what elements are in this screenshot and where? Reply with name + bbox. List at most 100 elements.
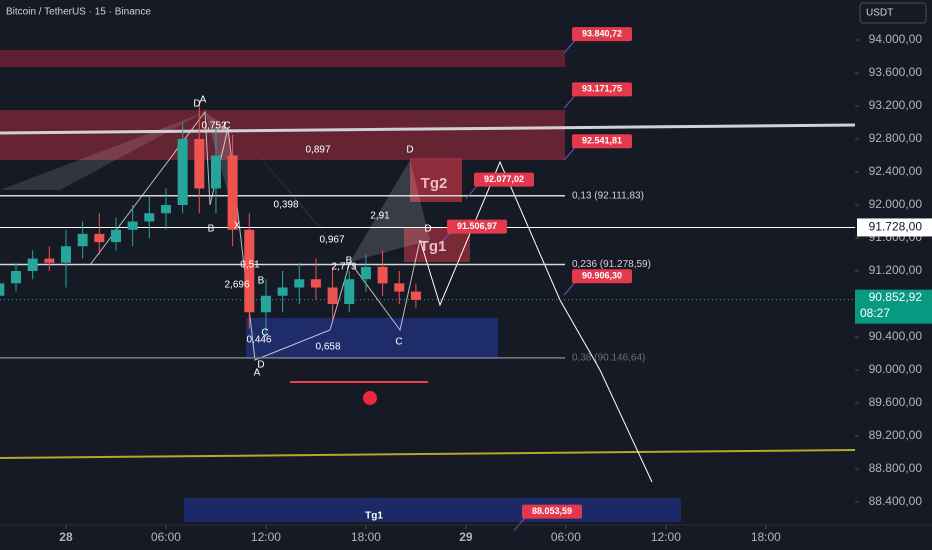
y-tick-label: 89.200,00 xyxy=(869,428,923,442)
tag-pointer xyxy=(513,516,527,531)
candle-body xyxy=(44,258,55,263)
tag-pointer xyxy=(465,184,479,199)
pattern-label: D xyxy=(193,99,200,110)
marker-dot xyxy=(363,391,377,405)
pattern-label: D xyxy=(406,145,413,156)
candle-body xyxy=(210,155,221,189)
fib-label: 0,236 (91.278,59) xyxy=(572,259,651,270)
pattern-label: B xyxy=(208,224,215,235)
pattern-label: B xyxy=(346,256,353,267)
target-label: Tg1 xyxy=(365,511,383,522)
x-tick-label: 12:00 xyxy=(651,530,681,544)
x-tick-label: 29 xyxy=(459,530,473,544)
pattern-label: B xyxy=(258,276,265,287)
y-tick-label: 88.400,00 xyxy=(869,494,923,508)
y-tick-label: 94.000,00 xyxy=(869,32,923,46)
level-axis-box xyxy=(857,218,932,237)
pattern-label: 2,696 xyxy=(224,280,249,291)
resistance-zone xyxy=(0,50,565,67)
tag-pointer xyxy=(563,145,577,161)
candle-body xyxy=(27,258,38,271)
fib-label: 0,38 (90.146,64) xyxy=(572,353,645,364)
tag-pointer xyxy=(563,280,577,296)
currency-box[interactable] xyxy=(859,2,927,24)
pattern-label: 0,658 xyxy=(315,342,340,353)
last-price-box xyxy=(855,289,932,324)
pattern-label: 0,897 xyxy=(305,145,330,156)
x-tick-label: 28 xyxy=(59,530,73,544)
currency[interactable]: USDT xyxy=(866,8,893,19)
pattern-label: 2,91 xyxy=(370,211,390,222)
candle-body xyxy=(160,205,171,214)
pattern-label: D xyxy=(257,360,264,371)
price-tag xyxy=(447,219,507,234)
candle-body xyxy=(327,287,338,304)
trend-line xyxy=(0,449,856,459)
resistance-zone xyxy=(0,110,565,160)
candle-body xyxy=(294,279,305,288)
last-price-label: 90.852,92 xyxy=(869,290,923,304)
candle-body xyxy=(227,155,238,230)
y-tick-label: 92.400,00 xyxy=(869,164,923,178)
price-tag xyxy=(572,269,632,284)
y-tick-label: 91.200,00 xyxy=(869,263,923,277)
y-axis-area xyxy=(855,0,932,550)
candle-body xyxy=(310,279,321,288)
candle-body xyxy=(410,291,421,300)
candle-body xyxy=(194,139,205,189)
pattern-shape xyxy=(350,160,430,262)
pattern-label: C xyxy=(395,337,402,348)
candle-body xyxy=(110,229,121,243)
y-tick-label: 93.600,00 xyxy=(869,65,923,79)
candle-body xyxy=(344,279,355,304)
pattern-label: 2,773 xyxy=(331,262,356,273)
pattern-label: 0,398 xyxy=(273,200,298,211)
x-tick-label: 06:00 xyxy=(551,530,581,544)
price-tag-label: 88.053,59 xyxy=(532,506,572,516)
target-zone xyxy=(184,498,681,522)
pattern-label: C xyxy=(223,121,230,132)
pattern-outline xyxy=(89,110,421,361)
trend-line xyxy=(0,123,856,135)
y-tick-label: 92.800,00 xyxy=(869,131,923,145)
price-tag xyxy=(572,82,632,97)
candle-body xyxy=(60,246,71,263)
price-tag xyxy=(572,27,632,42)
candle-body xyxy=(10,270,21,284)
candle-body xyxy=(260,295,271,313)
candle-body xyxy=(394,283,405,292)
x-tick-label: 12:00 xyxy=(251,530,281,544)
target-box xyxy=(410,158,462,202)
candle-body xyxy=(244,229,255,313)
pattern-label: X xyxy=(234,221,241,232)
pattern-label: A xyxy=(200,95,207,106)
candle-body xyxy=(177,139,188,206)
pattern-label: 0,752 xyxy=(201,121,226,132)
price-tag-label: 93.840,72 xyxy=(582,29,622,39)
candle-body xyxy=(127,221,138,230)
price-tag-label: 92.077,02 xyxy=(484,174,524,184)
y-tick-label: 88.800,00 xyxy=(869,461,923,475)
pattern-label: C xyxy=(261,328,268,339)
candle-body xyxy=(377,266,388,284)
countdown: 08:27 xyxy=(860,306,890,320)
pattern-shape xyxy=(205,112,250,360)
pattern-label: D xyxy=(424,224,431,235)
price-tag xyxy=(474,172,534,187)
tag-pointer xyxy=(563,38,577,54)
price-tag-label: 91.506,97 xyxy=(457,221,497,231)
price-tag xyxy=(572,134,632,149)
y-tick-label: 90.000,00 xyxy=(869,362,923,376)
price-tag-label: 90.906,30 xyxy=(582,271,622,281)
pattern-label: 0,967 xyxy=(319,235,344,246)
x-tick-label: 18:00 xyxy=(751,530,781,544)
y-tick-label: 89.600,00 xyxy=(869,395,923,409)
projection-path xyxy=(419,160,653,483)
support-zone xyxy=(246,318,498,358)
candle-body xyxy=(0,283,5,296)
level-axis-label: 91.728,00 xyxy=(869,220,923,234)
